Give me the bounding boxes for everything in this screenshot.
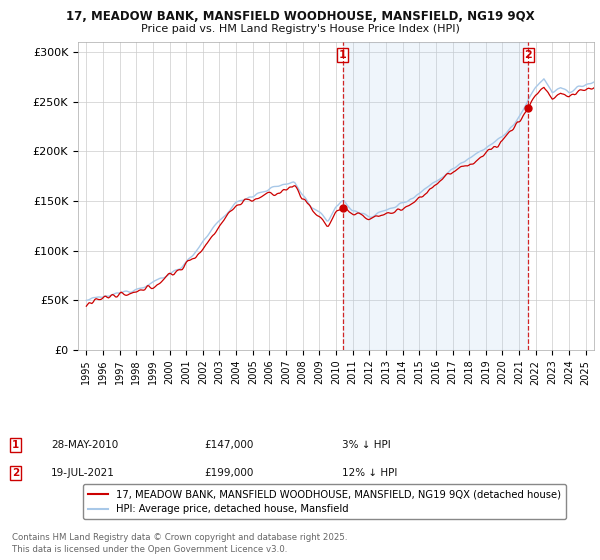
Text: 2: 2: [12, 468, 19, 478]
Text: 3% ↓ HPI: 3% ↓ HPI: [342, 440, 391, 450]
Text: £147,000: £147,000: [204, 440, 253, 450]
Text: 28-MAY-2010: 28-MAY-2010: [51, 440, 118, 450]
Text: 1: 1: [12, 440, 19, 450]
Text: £199,000: £199,000: [204, 468, 253, 478]
Text: Price paid vs. HM Land Registry's House Price Index (HPI): Price paid vs. HM Land Registry's House …: [140, 24, 460, 34]
Text: 2: 2: [524, 50, 532, 60]
Text: 17, MEADOW BANK, MANSFIELD WOODHOUSE, MANSFIELD, NG19 9QX: 17, MEADOW BANK, MANSFIELD WOODHOUSE, MA…: [65, 10, 535, 23]
Legend: 17, MEADOW BANK, MANSFIELD WOODHOUSE, MANSFIELD, NG19 9QX (detached house), HPI:: 17, MEADOW BANK, MANSFIELD WOODHOUSE, MA…: [83, 484, 566, 519]
Text: 1: 1: [339, 50, 347, 60]
Text: 19-JUL-2021: 19-JUL-2021: [51, 468, 115, 478]
Text: 12% ↓ HPI: 12% ↓ HPI: [342, 468, 397, 478]
Bar: [343, 42, 528, 350]
Text: Contains HM Land Registry data © Crown copyright and database right 2025.
This d: Contains HM Land Registry data © Crown c…: [12, 533, 347, 554]
